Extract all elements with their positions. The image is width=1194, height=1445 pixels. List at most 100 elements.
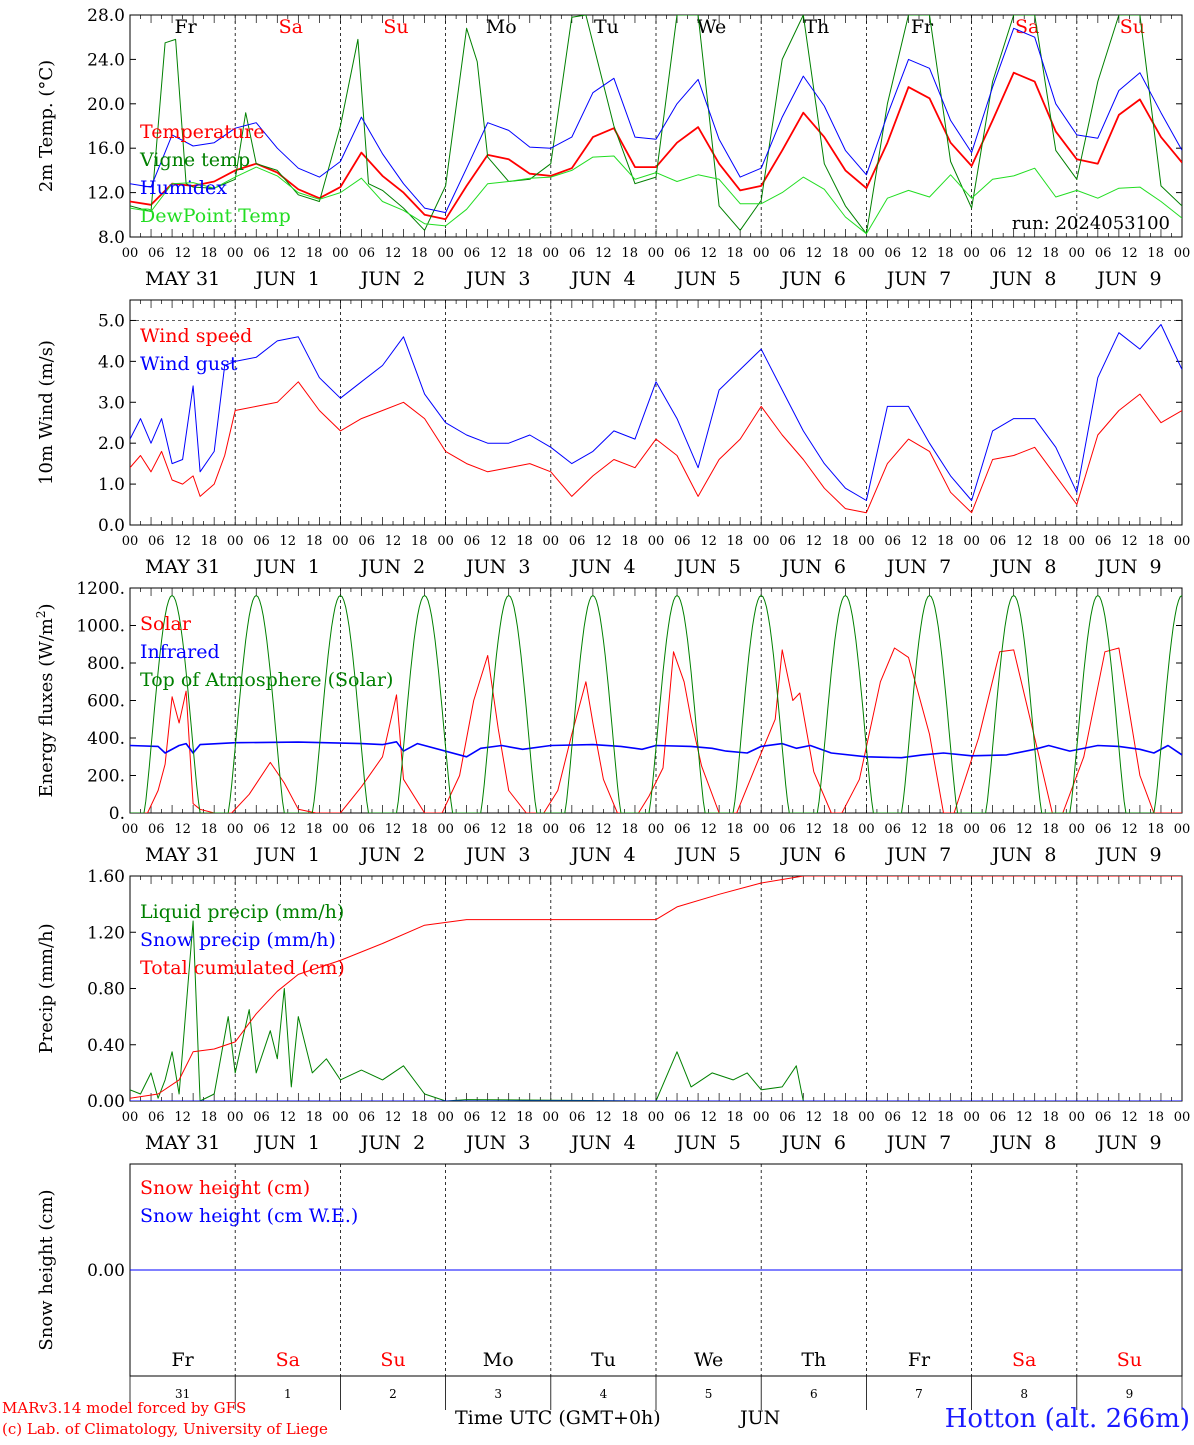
hour-label: 00	[1069, 822, 1086, 837]
day-number: 8	[1020, 1387, 1028, 1401]
y-tick-label: 800.	[87, 654, 125, 674]
hour-label: 06	[674, 822, 691, 837]
hour-label: 12	[385, 246, 402, 261]
hour-label: 06	[779, 246, 796, 261]
date-label: JUN 8	[990, 556, 1056, 578]
hour-label: 18	[727, 246, 744, 261]
hour-label: 06	[253, 1110, 270, 1125]
y-tick-label: 200.	[87, 767, 125, 787]
hour-label: 12	[806, 1110, 823, 1125]
date-label: JUN 5	[674, 556, 740, 578]
date-label: JUN 9	[1095, 268, 1161, 290]
hour-label: 12	[490, 1110, 507, 1125]
hour-label: 12	[280, 1110, 297, 1125]
hour-label: 06	[990, 1110, 1007, 1125]
hour-label: 00	[543, 822, 560, 837]
date-label: JUN 2	[359, 844, 425, 866]
y-tick-label: 3.0	[98, 393, 125, 413]
y-tick-label: 2.0	[98, 434, 125, 454]
hour-label: 18	[201, 534, 218, 549]
hour-label: 12	[1016, 534, 1033, 549]
hour-label: 06	[569, 534, 586, 549]
series-wind-gust	[130, 324, 1182, 501]
hour-label: 06	[1095, 246, 1112, 261]
hour-label: 06	[253, 534, 270, 549]
y-tick-label: 1.20	[87, 923, 125, 943]
hour-label: 12	[595, 822, 612, 837]
hour-label: 18	[516, 246, 533, 261]
date-label: MAY 31	[145, 844, 220, 866]
day-name: Sa	[279, 16, 303, 38]
panel-frame	[129, 299, 1183, 526]
hour-label: 00	[437, 246, 454, 261]
hour-label: 12	[595, 1110, 612, 1125]
date-label: JUN 1	[254, 1132, 320, 1154]
legend-entry: DewPoint Temp	[140, 205, 291, 227]
date-label: JUN 8	[990, 268, 1056, 290]
legend-entry: Liquid precip (mm/h)	[140, 901, 344, 923]
hour-label: 18	[621, 534, 638, 549]
hour-label: 06	[358, 534, 375, 549]
hour-label: 18	[937, 246, 954, 261]
hour-label: 06	[674, 534, 691, 549]
date-label: JUN 8	[990, 1132, 1056, 1154]
hour-label: 12	[385, 822, 402, 837]
hour-label: 18	[1147, 246, 1164, 261]
series-humidex	[130, 27, 1182, 214]
y-axis-title-sup: 2	[34, 610, 48, 618]
series-group	[130, 595, 1182, 813]
hour-label: 18	[306, 246, 323, 261]
hour-label: 12	[700, 534, 717, 549]
day-name: Fr	[911, 16, 934, 38]
hour-label: 12	[1016, 246, 1033, 261]
hour-label: 12	[280, 246, 297, 261]
day-name: Tu	[591, 1349, 616, 1371]
hour-label: 12	[595, 246, 612, 261]
hour-label: 18	[937, 1110, 954, 1125]
y-tick-label: 600.	[87, 692, 125, 712]
hour-label: 18	[727, 534, 744, 549]
date-label: JUN 4	[569, 844, 635, 866]
hour-label: 00	[648, 1110, 665, 1125]
y-tick-label: 8.0	[98, 228, 125, 248]
legend-entry: Wind speed	[140, 325, 252, 347]
hour-label: 12	[911, 246, 928, 261]
panel-2: 0.0 1.0 2.0 3.0 4.0 5.0 10m Wind (m/s) 00 06 12 18…	[36, 299, 1190, 578]
day-number: 7	[915, 1387, 923, 1401]
hour-label: 18	[621, 246, 638, 261]
day-number: 1	[284, 1387, 292, 1401]
hour-label: 18	[411, 534, 428, 549]
hour-label: 12	[1121, 1110, 1138, 1125]
hour-label: 00	[543, 1110, 560, 1125]
hour-label: 06	[358, 1110, 375, 1125]
y-tick-label: 1.0	[98, 475, 125, 495]
day-number: 3	[494, 1387, 502, 1401]
legend-entry: Top of Atmosphere (Solar)	[140, 669, 393, 691]
date-label: MAY 31	[145, 1132, 220, 1154]
hour-label: 12	[595, 534, 612, 549]
hour-label: 12	[174, 246, 191, 261]
hour-label: 00	[332, 246, 349, 261]
y-tick-label: 4.0	[98, 352, 125, 372]
hour-label: 18	[1147, 1110, 1164, 1125]
hour-label: 00	[543, 534, 560, 549]
y-tick-label: 0.	[109, 804, 125, 824]
hour-label: 00	[1174, 822, 1191, 837]
y-tick-label: 0.00	[87, 1092, 125, 1112]
date-label: JUN 2	[359, 556, 425, 578]
hour-label: 00	[122, 534, 139, 549]
date-label: JUN 5	[674, 1132, 740, 1154]
day-name: Tu	[594, 16, 619, 38]
y-axis-title: Energy fluxes (W/m2)	[34, 603, 57, 797]
y-tick-label: 0.80	[87, 980, 125, 1000]
y-tick-label: 1200.	[76, 579, 125, 599]
day-name: Fr	[171, 1349, 194, 1371]
date-label: JUN 4	[569, 556, 635, 578]
hour-label: 06	[464, 534, 481, 549]
hour-label: 12	[490, 822, 507, 837]
hour-label: 00	[648, 822, 665, 837]
hour-label: 18	[306, 1110, 323, 1125]
hour-label: 18	[621, 1110, 638, 1125]
hour-label: 12	[911, 822, 928, 837]
